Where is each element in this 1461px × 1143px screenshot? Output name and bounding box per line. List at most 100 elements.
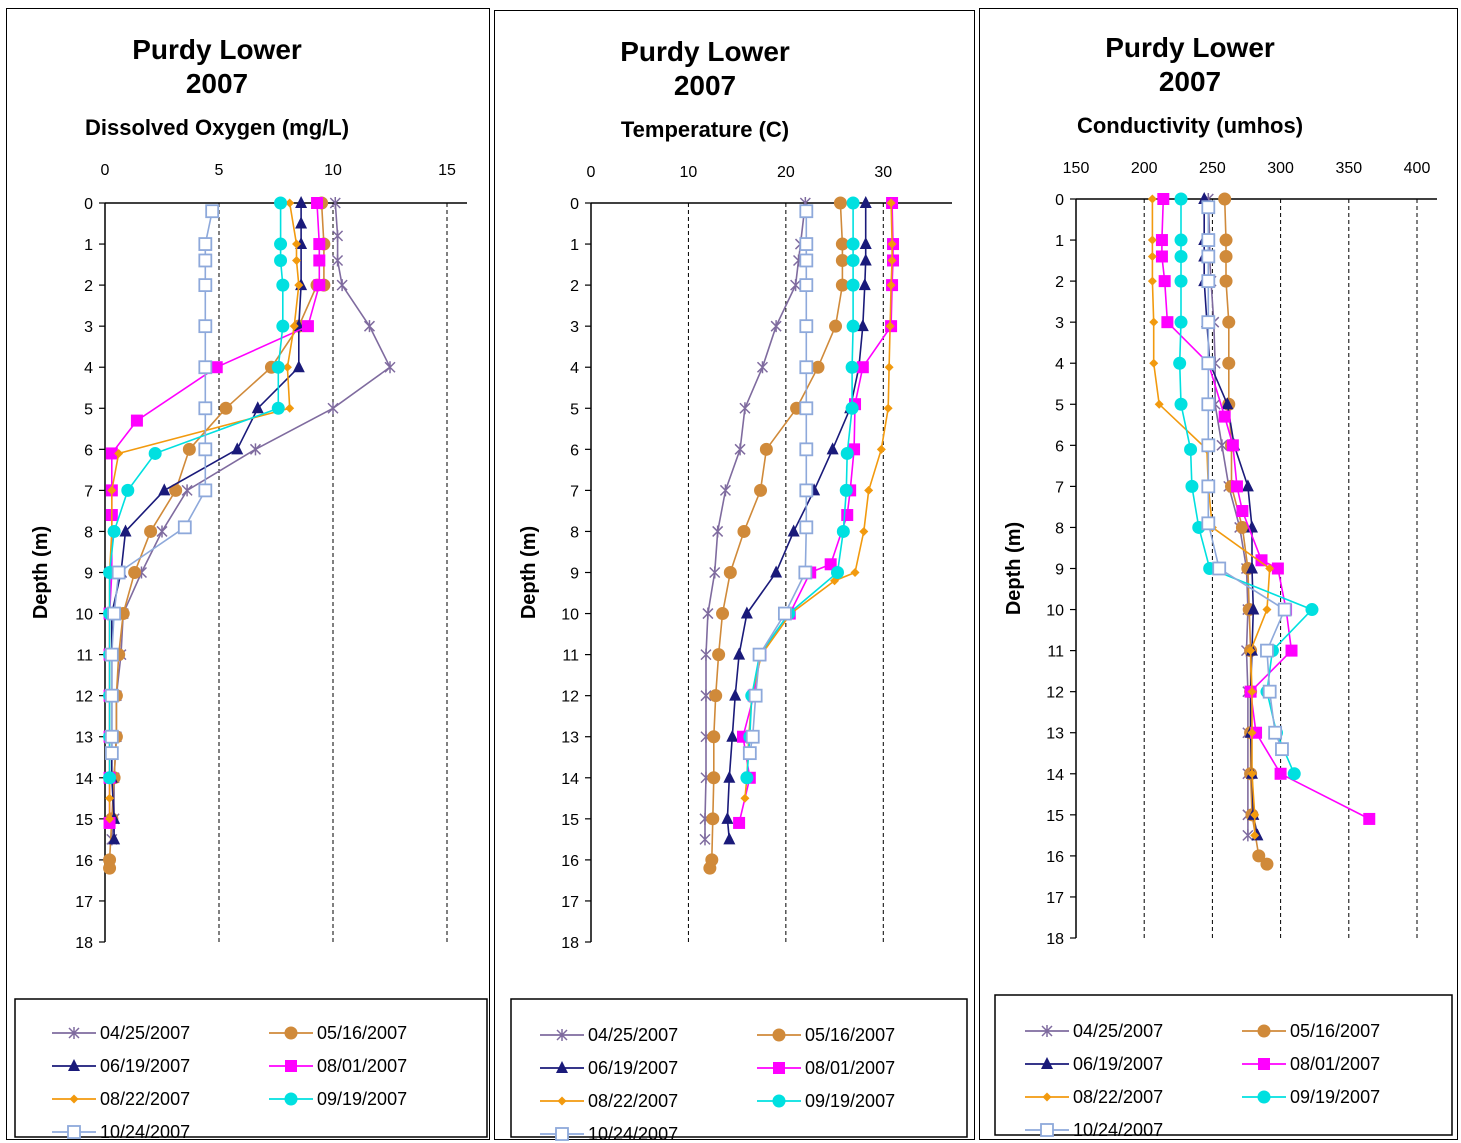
series-line bbox=[1207, 207, 1286, 750]
data-point bbox=[886, 198, 896, 208]
data-point bbox=[1265, 564, 1275, 573]
data-point bbox=[1201, 274, 1216, 289]
data-point bbox=[887, 255, 897, 265]
data-point bbox=[859, 253, 872, 266]
data-point bbox=[756, 361, 769, 374]
y-tick-label: 5 bbox=[84, 401, 93, 418]
data-point bbox=[1147, 194, 1157, 204]
data-point bbox=[1241, 479, 1254, 492]
y-tick-label: 9 bbox=[1055, 562, 1064, 579]
y-tick-label: 14 bbox=[75, 771, 93, 788]
data-point bbox=[67, 1125, 81, 1139]
data-point bbox=[845, 360, 859, 374]
data-point bbox=[285, 403, 295, 413]
data-point bbox=[709, 689, 723, 703]
x-tick-label: 10 bbox=[324, 162, 342, 179]
data-point bbox=[835, 278, 849, 292]
data-point bbox=[1201, 315, 1216, 330]
data-point bbox=[295, 216, 308, 229]
x-axis-label: Conductivity (umhos) bbox=[1077, 113, 1303, 138]
data-point bbox=[313, 254, 326, 267]
legend-item: 05/16/2007 bbox=[1242, 1021, 1380, 1041]
y-tick-label: 8 bbox=[570, 524, 579, 541]
data-point bbox=[799, 319, 814, 334]
y-tick-label: 17 bbox=[1046, 890, 1064, 907]
data-point bbox=[712, 525, 724, 538]
data-point bbox=[845, 401, 859, 415]
data-point bbox=[1262, 605, 1272, 615]
data-point bbox=[1222, 356, 1236, 370]
data-point bbox=[811, 360, 825, 374]
x-tick-label: 30 bbox=[874, 164, 892, 181]
data-point bbox=[1185, 479, 1199, 493]
data-point bbox=[887, 239, 897, 249]
data-point bbox=[799, 520, 814, 535]
y-tick-label: 14 bbox=[1046, 767, 1064, 784]
y-tick-label: 8 bbox=[1055, 520, 1064, 537]
data-point bbox=[1230, 480, 1243, 493]
data-point bbox=[839, 483, 853, 497]
data-point bbox=[886, 280, 896, 290]
data-point bbox=[733, 647, 746, 660]
data-point bbox=[156, 525, 168, 538]
data-point bbox=[799, 204, 814, 219]
x-tick-label: 200 bbox=[1131, 160, 1158, 177]
data-point bbox=[833, 196, 847, 210]
series-line bbox=[111, 202, 392, 840]
data-point bbox=[777, 606, 792, 621]
y-tick-label: 7 bbox=[84, 483, 93, 500]
legend-item: 04/25/2007 bbox=[1025, 1021, 1163, 1041]
y-tick-label: 0 bbox=[84, 196, 93, 213]
data-point bbox=[707, 730, 721, 744]
data-point bbox=[1041, 1057, 1053, 1069]
data-point bbox=[271, 401, 285, 415]
data-point bbox=[799, 237, 814, 251]
data-point bbox=[1174, 233, 1188, 247]
x-tick-label: 350 bbox=[1335, 160, 1362, 177]
data-point bbox=[1247, 687, 1257, 697]
y-tick-label: 15 bbox=[1046, 808, 1064, 825]
data-point bbox=[555, 1127, 569, 1141]
chart-title: Purdy Lower bbox=[132, 34, 302, 65]
data-point bbox=[733, 816, 746, 829]
data-point bbox=[68, 1027, 80, 1039]
y-tick-label: 1 bbox=[84, 237, 93, 254]
y-tick-label: 15 bbox=[75, 812, 93, 829]
data-point bbox=[1174, 274, 1188, 288]
data-point bbox=[198, 237, 213, 251]
data-point bbox=[799, 401, 814, 416]
data-point bbox=[292, 255, 302, 265]
data-point bbox=[745, 729, 760, 744]
data-point bbox=[107, 485, 117, 495]
legend-label: 08/01/2007 bbox=[805, 1058, 895, 1078]
data-point bbox=[1285, 644, 1298, 657]
series-line bbox=[108, 202, 321, 823]
data-point bbox=[883, 403, 893, 413]
data-point bbox=[754, 483, 768, 497]
legend-label: 04/25/2007 bbox=[100, 1023, 190, 1043]
legend-item: 08/01/2007 bbox=[1242, 1054, 1380, 1074]
data-point bbox=[557, 1096, 567, 1106]
legend-label: 05/16/2007 bbox=[1290, 1021, 1380, 1041]
legend-item: 08/01/2007 bbox=[269, 1056, 407, 1076]
legend-item: 05/16/2007 bbox=[269, 1023, 407, 1043]
data-point bbox=[276, 319, 290, 333]
data-point bbox=[1268, 725, 1283, 740]
data-point bbox=[198, 442, 213, 457]
x-axis-label: Dissolved Oxygen (mg/L) bbox=[85, 115, 349, 140]
data-point bbox=[846, 253, 860, 267]
data-point bbox=[1287, 767, 1301, 781]
data-point bbox=[846, 278, 860, 292]
data-point bbox=[734, 443, 746, 456]
data-point bbox=[752, 647, 767, 662]
data-point bbox=[759, 442, 773, 456]
y-tick-label: 16 bbox=[561, 853, 579, 870]
legend-label: 05/16/2007 bbox=[805, 1025, 895, 1045]
data-point bbox=[198, 253, 213, 268]
y-axis-label: Depth (m) bbox=[30, 526, 52, 619]
series-10-24-2007 bbox=[104, 204, 220, 761]
legend-label: 09/19/2007 bbox=[1290, 1087, 1380, 1107]
data-point bbox=[313, 238, 326, 251]
data-point bbox=[1158, 275, 1171, 288]
